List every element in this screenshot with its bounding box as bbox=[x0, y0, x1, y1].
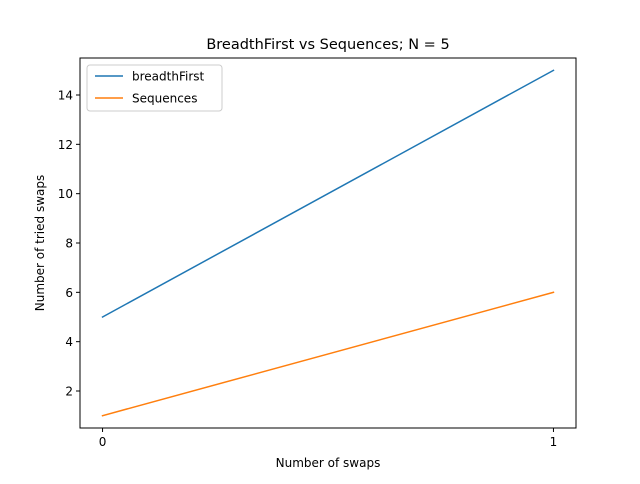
y-tick-label: 2 bbox=[65, 385, 73, 399]
series-line-breadthfirst bbox=[101, 69, 555, 319]
legend: breadthFirst Sequences bbox=[86, 64, 223, 112]
plot-area bbox=[79, 57, 577, 429]
chart-title: BreadthFirst vs Sequences; N = 5 bbox=[206, 37, 449, 53]
legend-label: breadthFirst bbox=[132, 70, 205, 84]
x-tick-label: 0 bbox=[99, 435, 107, 449]
x-axis-label: Number of swaps bbox=[276, 456, 381, 470]
y-tick-label: 10 bbox=[58, 187, 73, 201]
series-line-sequences bbox=[101, 291, 555, 417]
x-tick-label: 1 bbox=[550, 435, 558, 449]
y-axis-label: Number of tried swaps bbox=[33, 175, 47, 311]
y-tick-label: 12 bbox=[58, 138, 73, 152]
y-tick-label: 4 bbox=[65, 335, 73, 349]
y-axis: 2 4 6 8 10 12 14 bbox=[58, 89, 80, 399]
y-tick-label: 8 bbox=[65, 237, 73, 251]
plot-frame bbox=[79, 57, 577, 429]
series-lines bbox=[101, 69, 555, 417]
y-tick-label: 6 bbox=[65, 286, 73, 300]
y-tick-label: 14 bbox=[58, 89, 73, 103]
legend-label: Sequences bbox=[132, 92, 197, 106]
